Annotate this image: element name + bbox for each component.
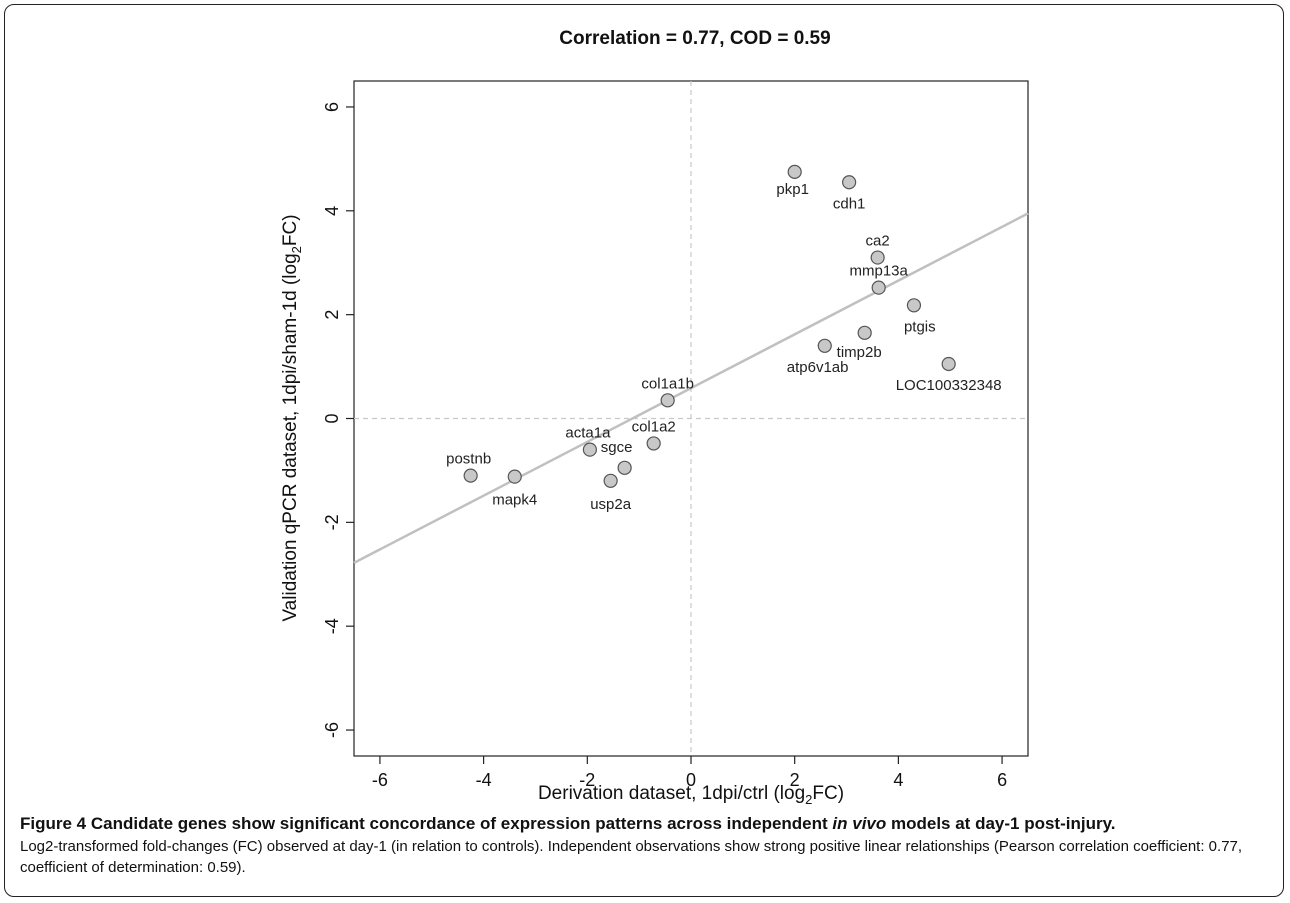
point-timp2b (857, 325, 872, 340)
label-postnb: postnb (446, 451, 491, 468)
label-col1a1b: col1a1b (641, 375, 694, 392)
x-tick-label: 2 (790, 770, 800, 790)
label-ca2: ca2 (866, 233, 890, 250)
point-mmp13a (871, 280, 886, 295)
x-tick-label: 6 (997, 770, 1007, 790)
point-ca2 (870, 250, 885, 265)
x-axis-label: Derivation dataset, 1dpi/ctrl (log2FC) (538, 783, 844, 807)
x-tick-label: 0 (686, 770, 696, 790)
regression-line (353, 212, 1029, 564)
y-tick-label: -4 (322, 618, 342, 634)
point-atp6v1ab (817, 338, 832, 353)
label-usp2a: usp2a (590, 496, 632, 513)
label-timp2b: timp2b (837, 344, 882, 361)
y-tick-label: 6 (322, 102, 342, 112)
label-col1a2: col1a2 (632, 418, 676, 435)
scatter-plot: Correlation = 0.77, COD = 0.59 -6 -4 -2 0 2 4… (280, 28, 1029, 807)
y-axis: -6 -4 -2 0 2 4 6 (322, 102, 354, 738)
label-sgce: sgce (601, 439, 633, 456)
y-tick-label: -6 (322, 722, 342, 738)
point-mapk4 (507, 469, 522, 484)
point-loc100332348 (941, 356, 956, 372)
label-cdh1: cdh1 (833, 195, 866, 212)
point-sgce (617, 460, 632, 475)
y-axis-label: Validation qPCR dataset, 1dpi/sham-1d (l… (280, 214, 304, 621)
label-acta1a: acta1a (565, 425, 611, 442)
label-atp6v1ab: atp6v1ab (787, 359, 849, 376)
label-mapk4: mapk4 (492, 492, 537, 509)
label-pkp1: pkp1 (776, 181, 809, 198)
label-ptgis: ptgis (904, 318, 936, 335)
point-usp2a (603, 473, 618, 488)
x-tick-label: 4 (893, 770, 903, 790)
figure-frame (4, 4, 1284, 897)
caption-body: Log2-transformed fold-changes (FC) obser… (20, 838, 1243, 876)
point-ptgis (906, 298, 922, 313)
figure-caption: Figure 4 Candidate genes show significan… (20, 812, 1270, 878)
x-tick-label: -4 (476, 770, 492, 790)
y-tick-label: -2 (322, 514, 342, 530)
label-loc100332348: LOC100332348 (896, 377, 1002, 394)
point-col1a2 (646, 436, 661, 451)
point-postnb (463, 468, 478, 483)
chart-title: Correlation = 0.77, COD = 0.59 (559, 28, 830, 49)
data-points (463, 164, 956, 488)
point-acta1a (582, 442, 598, 457)
point-cdh1 (842, 175, 857, 190)
reference-lines (354, 81, 1028, 756)
y-tick-label: 2 (322, 310, 342, 320)
y-tick-label: 4 (322, 206, 342, 216)
point-col1a1b (660, 393, 675, 408)
label-mmp13a: mmp13a (850, 263, 909, 280)
x-axis: -6 -4 -2 0 2 4 6 (372, 756, 1007, 790)
regression-line-group (353, 212, 1029, 564)
x-tick-label: -2 (579, 770, 595, 790)
point-pkp1 (787, 164, 802, 179)
y-tick-label: 0 (322, 413, 342, 423)
caption-title: Figure 4 Candidate genes show significan… (20, 814, 1116, 833)
x-tick-label: -6 (372, 770, 388, 790)
